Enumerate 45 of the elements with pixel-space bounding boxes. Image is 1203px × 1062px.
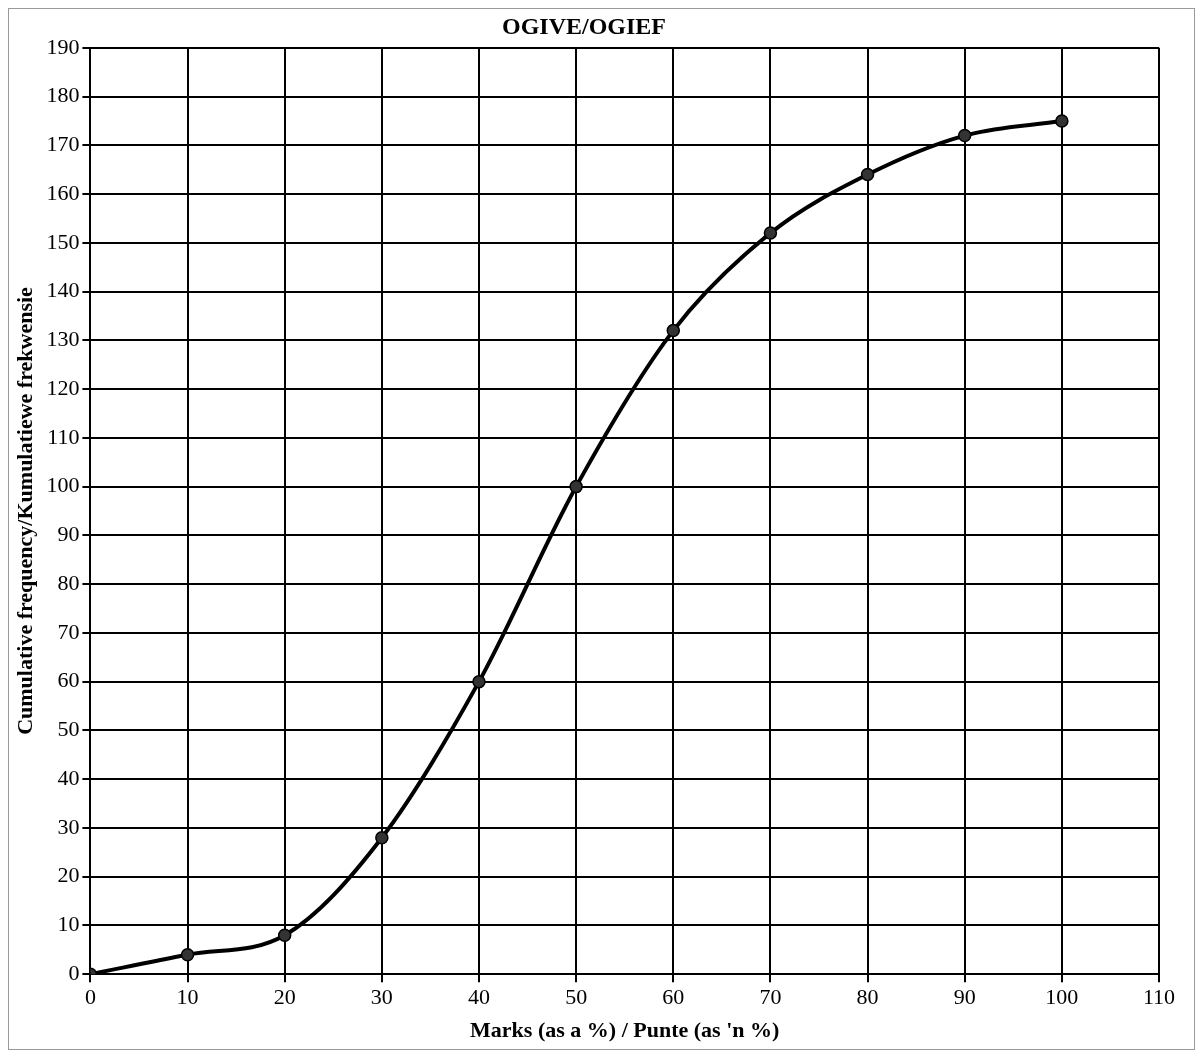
y-axis-title: Cumulative frequency/Kumulatiewe frekwensie <box>11 286 37 735</box>
chart-title: OGIVE/OGIEF <box>501 12 667 39</box>
x-tick-label: 50 <box>565 984 588 1010</box>
x-tick-label: 60 <box>662 984 685 1010</box>
x-tick-label: 90 <box>953 984 976 1010</box>
point <box>666 323 681 338</box>
y-tick-label: 90 <box>57 521 80 547</box>
x-axis-title: Marks (as a %) / Punte (as 'n %) <box>470 1017 780 1043</box>
y-tick-label: 160 <box>46 179 80 205</box>
point <box>763 226 778 240</box>
y-tick-label: 20 <box>57 862 80 888</box>
point <box>472 674 486 689</box>
y-tick-label: 120 <box>46 374 80 400</box>
point <box>860 167 875 182</box>
y-tick-label: 80 <box>57 569 80 595</box>
y-tick-label: 60 <box>57 667 80 693</box>
y-tick-label: 170 <box>46 131 80 157</box>
y-tick-label: 40 <box>57 764 80 790</box>
point <box>569 479 583 494</box>
y-tick-label: 140 <box>46 277 80 303</box>
y-tick-label: 0 <box>68 959 80 985</box>
point <box>375 830 389 845</box>
y-tick-label: 180 <box>46 82 80 108</box>
x-tick-label: 80 <box>856 984 879 1010</box>
x-tick-label: 70 <box>759 984 782 1010</box>
y-tick-label: 100 <box>46 472 80 498</box>
y-tick-label: 70 <box>57 618 80 644</box>
point <box>180 947 195 962</box>
point <box>277 928 292 942</box>
x-tick-label: 40 <box>467 984 490 1010</box>
point <box>1055 114 1069 128</box>
y-tick-label: 130 <box>46 326 80 352</box>
x-tick-label: 110 <box>1142 984 1176 1010</box>
point <box>957 128 972 143</box>
y-tick-label: 10 <box>57 911 80 937</box>
y-tick-label: 110 <box>47 423 80 449</box>
y-tick-label: 30 <box>57 813 80 839</box>
y-tick-label: 50 <box>57 716 80 742</box>
x-tick-label: 0 <box>84 984 96 1010</box>
y-tick-label: 150 <box>46 228 80 254</box>
x-tick-label: 30 <box>370 984 393 1010</box>
x-tick-label: 20 <box>273 984 296 1010</box>
x-tick-label: 100 <box>1045 984 1079 1010</box>
y-tick-label: 190 <box>46 33 80 59</box>
x-tick-label: 10 <box>176 984 199 1010</box>
